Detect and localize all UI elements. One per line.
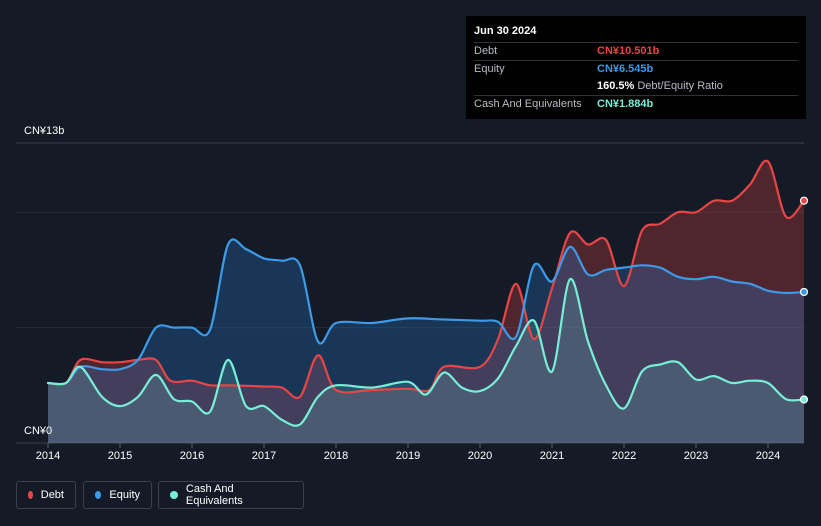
x-tick-label: 2014 [35, 450, 61, 462]
legend-dot-icon [170, 491, 178, 499]
x-tick-label: 2015 [107, 450, 133, 462]
tooltip-value: CN¥6.545b [597, 63, 654, 75]
tooltip-row-ratio: 160.5% Debt/Equity Ratio [474, 78, 798, 95]
x-tick-label: 2021 [539, 450, 565, 462]
x-tick-label: 2022 [611, 450, 637, 462]
y-tick-label-top: CN¥13b [24, 125, 65, 137]
legend-dot-icon [28, 491, 33, 499]
x-tick-label: 2016 [179, 450, 205, 462]
legend-dot-icon [95, 491, 102, 499]
x-tick-label: 2024 [755, 450, 781, 462]
series-end-marker-equity [799, 287, 809, 297]
series-area-equity [48, 239, 804, 443]
y-tick-label-bottom: CN¥0 [24, 425, 53, 437]
series-line-debt [46, 159, 806, 400]
series-line-cash-and-equivalents [46, 278, 806, 427]
x-tick-label: 2017 [251, 450, 277, 462]
x-tick-label: 2020 [467, 450, 493, 462]
series-end-marker-debt [799, 196, 809, 205]
tooltip-date: Jun 30 2024 [474, 25, 537, 37]
tooltip-panel: Jun 30 2024 Debt CN¥10.501b Equity CN¥6.… [466, 16, 806, 119]
chart-gridlines [16, 142, 804, 448]
legend-label: Equity [109, 489, 140, 501]
legend-item-equity[interactable]: Equity [83, 481, 152, 509]
x-tick-label: 2019 [395, 450, 421, 462]
tooltip-label: Debt [474, 45, 498, 57]
tooltip-row-debt: Debt CN¥10.501b [474, 42, 798, 60]
tooltip-row-equity: Equity CN¥6.545b [474, 60, 798, 78]
chart-series-lines [46, 159, 806, 427]
tooltip-value: 160.5% [597, 80, 635, 92]
tooltip-row-cash: Cash And Equivalents CN¥1.884b [474, 95, 798, 113]
chart-series-areas [48, 160, 804, 443]
series-area-debt [48, 160, 804, 443]
legend-label: Debt [40, 489, 64, 501]
tooltip-label: Equity [474, 63, 505, 75]
chart-end-markers [799, 196, 809, 404]
legend-item-cash[interactable]: Cash And Equivalents [158, 481, 304, 509]
tooltip-value: CN¥1.884b [597, 98, 654, 110]
x-tick-label: 2018 [323, 450, 349, 462]
series-line-equity [46, 238, 806, 386]
x-tick-label: 2023 [683, 450, 709, 462]
tooltip-ratio-suffix: Debt/Equity Ratio [637, 80, 723, 92]
series-end-marker-cash-and-equivalents [799, 395, 809, 404]
tooltip-label [474, 78, 597, 95]
tooltip-value: CN¥10.501b [597, 45, 660, 57]
tooltip-label: Cash And Equivalents [474, 98, 582, 110]
legend-label: Cash And Equivalents [185, 483, 243, 507]
legend-item-debt[interactable]: Debt [16, 481, 76, 509]
